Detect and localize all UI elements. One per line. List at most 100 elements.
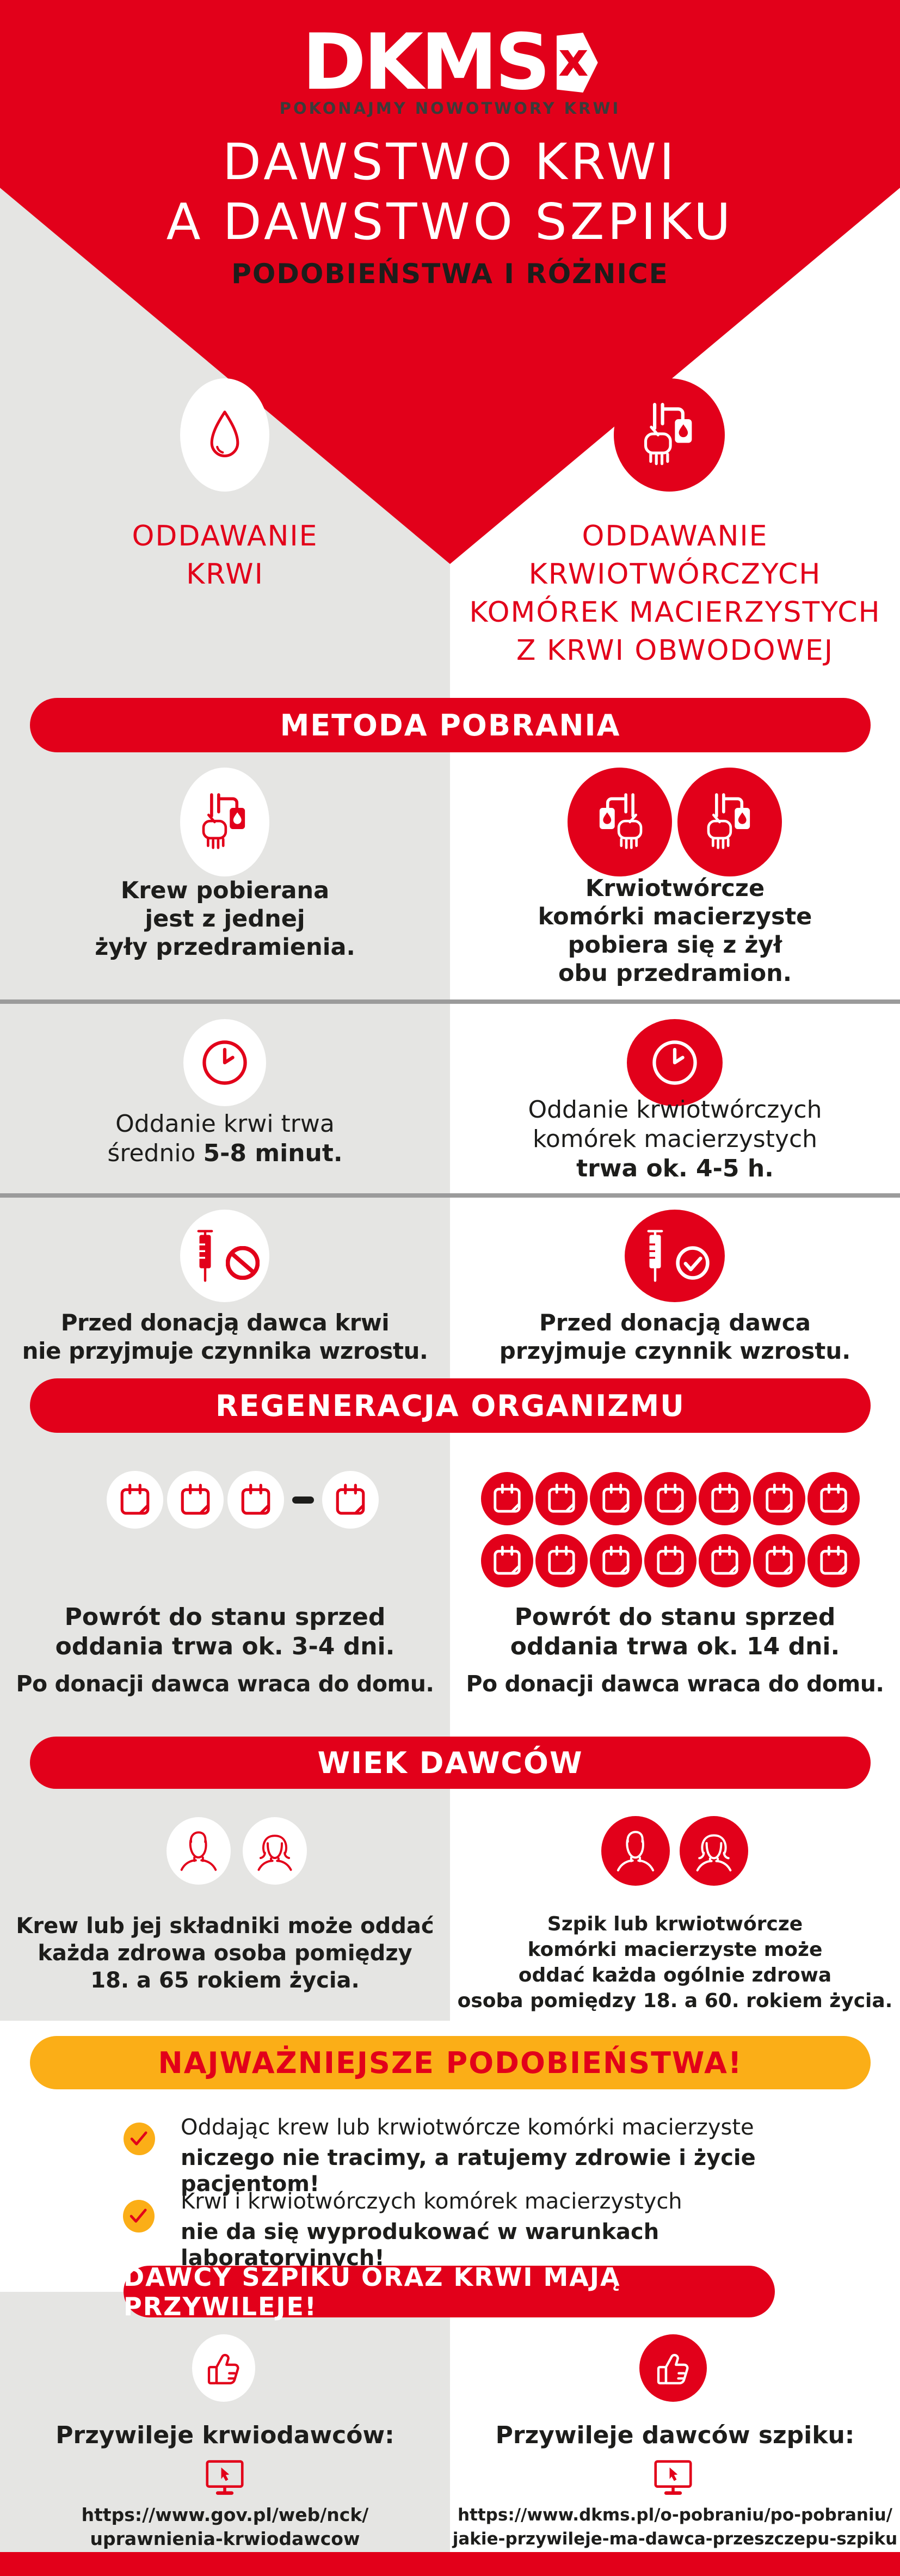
text-line: oddania trwa ok. 3-4 dni. [0,1632,450,1661]
url-line[interactable]: https://www.dkms.pl/o-pobraniu/po-pobran… [457,2505,893,2525]
right-link-url[interactable]: https://www.dkms.pl/o-pobraniu/po-pobran… [450,2503,900,2551]
clock-circle-right [627,1019,723,1106]
metoda-row3-left-text: Przed donacją dawca krwi nie przyjmuje c… [0,1309,450,1365]
calendar-icon [655,1482,686,1515]
dkms-logo-wordmark: DKMS [302,17,550,107]
text-line: osoba pomiędzy 18. a 60. rokiem życia. [457,1990,893,2012]
metoda-row1-left-text: Krew pobierana jest z jednej żyły przedr… [0,876,450,961]
woman-circle-right [680,1816,748,1886]
right-header-line: KRWIOTWÓRCZYCH [528,558,822,591]
text-line: Oddając krew lub krwiotwórcze komórki ma… [181,2115,754,2140]
url-line[interactable]: jakie-przywileje-ma-dawca-przeszczepu-sz… [452,2529,898,2549]
calendar-icon [600,1544,632,1577]
text-line: oddać każda ogólnie zdrowa [518,1964,832,1986]
text-line: Przed donacją dawca krwi [60,1309,390,1336]
dkms-x-letter: x [558,33,589,87]
calendar-day-circle [481,1534,533,1587]
calendar-icon [655,1544,686,1577]
calendar-icon [546,1482,577,1515]
man-icon [180,1831,217,1871]
przywileje-left-title: Przywileje krwiodawców: [56,2421,394,2449]
text-regular: oddania trwa ok. [510,1633,747,1660]
metoda-row1-right-text: Krwiotwórcze komórki macierzyste pobiera… [450,874,900,988]
check-bullet-2 [123,2200,155,2232]
clock-icon [649,1036,701,1089]
calendar-day-circle [535,1472,588,1525]
calendar-day-circle [644,1472,696,1525]
calendar-day-circle [807,1472,860,1525]
apheresis-circle [614,378,725,492]
bullet1-text: Oddając krew lub krwiotwórcze komórki ma… [181,2114,866,2197]
clock-circle-left [183,1019,266,1106]
apheresis-arm-icon [638,402,701,468]
dkms-x-badge-icon: x [556,33,598,93]
calendar-icon [546,1544,577,1577]
calendar-day-circle [699,1534,751,1587]
text-line: Powrót do stanu sprzed [64,1603,386,1631]
calendar-day-circle [227,1471,284,1529]
url-line[interactable]: uprawnienia-krwiodawcow [90,2528,360,2549]
arm-bag-icon [701,793,758,851]
metoda-row3-right-text: Przed donacją dawca przyjmuje czynnik wz… [450,1309,900,1365]
section-band-podobienstwa: NAJWAŻNIEJSZE PODOBIEŃSTWA! [30,2036,871,2089]
hero-subtitle: PODOBIEŃSTWA I RÓŻNICE [231,258,669,290]
text-bold: 14 dni. [747,1633,840,1660]
regeneracja-left-text: Powrót do stanu sprzed oddania trwa ok. … [0,1603,450,1698]
left-link-url[interactable]: https://www.gov.pl/web/nck/ uprawnienia-… [0,2503,450,2551]
text-line: Oddanie krwi trwa [115,1110,335,1138]
calendar-icon [178,1482,212,1517]
text-line: Po donacji dawca wraca do domu. [16,1671,434,1697]
calendar-icon [818,1544,849,1577]
calendar-icon [709,1544,741,1577]
calendar-day-circle [753,1472,805,1525]
check-bullet-1 [124,2123,155,2155]
woman-circle-left [243,1817,307,1885]
calendar-day-circle [807,1534,860,1587]
arm-bag-circle-right-2 [677,768,782,876]
arm-bag-icon [591,793,648,851]
arm-bag-circle-right-1 [568,768,672,876]
text-regular: średnio [107,1139,204,1167]
calendar-day-circle [590,1472,642,1525]
section-band-przywileje: DAWCY SZPIKU ORAZ KRWI MAJĄ PRZYWILEJE! [124,2262,775,2321]
dkms-logo: DKMS x [0,22,900,103]
blood-drop-circle [180,378,269,492]
text-line: pobiera się z żył [568,931,782,959]
text-regular: oddania trwa ok. [55,1633,292,1660]
calendar-icon [491,1544,523,1577]
text-line: Krwiotwórcze [585,875,765,902]
text-line: Powrót do stanu sprzed [514,1603,836,1631]
right-header-line: KOMÓREK MACIERZYSTYCH [469,596,881,629]
thumb-up-icon [651,2346,695,2390]
thumb-circle-right [639,2334,707,2402]
range-dash [292,1496,314,1504]
text-bold: 5-8 minut. [203,1139,343,1167]
text-bold: 3-4 dni. [291,1633,395,1660]
wiek-left-text: Krew lub jej składniki może oddać każda … [0,1912,450,1994]
calendar-day-circle [699,1472,751,1525]
text-line: Krew lub jej składniki może oddać [16,1913,434,1939]
calendar-icon [763,1544,795,1577]
right-header-line: ODDAWANIE [582,520,768,553]
calendar-row [481,1472,860,1525]
woman-icon [691,1829,737,1873]
hero-title-line1: DAWSTWO KRWI [223,133,677,191]
text-line: komórki macierzyste [538,903,812,930]
metoda-row2-left-text: Oddanie krwi trwa średnio 5-8 minut. [0,1109,450,1168]
section-band-regeneracja: REGENERACJA ORGANIZMU [30,1378,871,1433]
monitor-right [652,2459,694,2497]
divider [0,1193,900,1198]
calendar-icon [818,1482,849,1515]
no-growth-factor-icon [226,1246,260,1280]
calendar-grid-right [481,1472,860,1587]
calendar-day-circle [644,1534,696,1587]
url-line[interactable]: https://www.gov.pl/web/nck/ [81,2504,369,2525]
text-line: przyjmuje czynnik wzrostu. [499,1338,851,1364]
calendar-day-circle [322,1471,379,1529]
calendar-row [481,1534,860,1587]
text-line: Oddanie krwiotwórczych [528,1096,822,1124]
right-header-line: Z KRWI OBWODOWEJ [516,634,834,667]
calendar-day-circle [167,1471,224,1529]
hero-title-line2: A DAWSTWO SZPIKU [166,193,734,251]
